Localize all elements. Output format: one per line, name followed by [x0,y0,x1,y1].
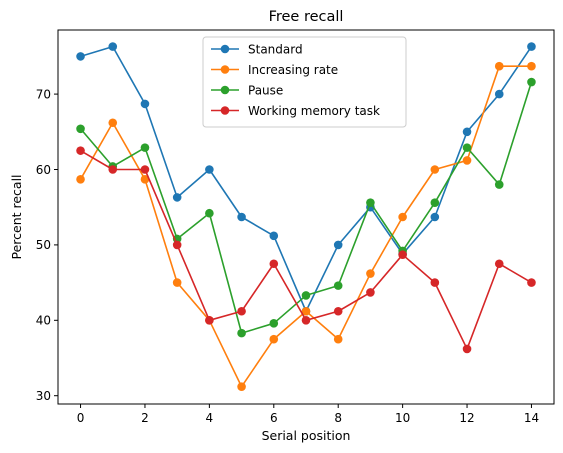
data-point [140,174,150,184]
series-working-memory-task [76,146,536,354]
data-point [462,156,472,165]
x-tick-label: 10 [395,411,410,425]
data-point [172,193,182,202]
data-point [205,316,214,325]
data-point [527,278,536,287]
chart-title: Free recall [269,9,344,25]
data-point [140,143,150,152]
legend-item: Standard [211,43,303,57]
data-point [462,127,472,137]
data-point [172,278,182,287]
data-point [333,281,343,290]
data-point [76,146,85,155]
data-point [430,198,440,207]
data-point [430,212,440,222]
y-axis-ticks: 30 40 50 60 70 [36,87,58,403]
legend-item: Increasing rate [211,63,338,77]
data-point [494,89,504,99]
data-point [366,269,375,278]
legend-box [202,36,407,128]
x-axis-label: Serial position [262,428,351,443]
data-point [140,99,150,109]
data-point [108,165,118,174]
x-tick-label: 12 [459,411,474,425]
data-point [205,165,214,174]
data-point [494,61,504,71]
data-point [237,212,246,222]
data-point [494,180,504,189]
x-tick-label: 0 [77,411,85,425]
series-pause [76,77,536,338]
data-point [172,240,182,250]
x-tick-label: 2 [141,411,149,425]
x-tick-label: 14 [524,411,539,425]
legend-label: Working memory task [248,104,380,118]
data-point [140,165,150,174]
data-point [462,143,472,152]
y-axis-label: Percent recall [9,174,24,259]
y-tick-label: 60 [36,163,51,177]
data-point [205,208,214,218]
data-point [301,306,311,316]
data-point [237,328,246,338]
y-tick-label: 70 [36,87,51,101]
data-point [333,334,343,344]
legend-marker [220,85,230,95]
x-tick-label: 4 [206,411,214,425]
data-point [527,61,536,71]
data-point [269,259,279,269]
x-axis-ticks: 0 2 4 6 8 10 12 14 [77,404,539,425]
data-point [76,174,85,184]
data-point [333,306,343,316]
legend-marker [220,65,230,74]
legend-item: Pause [211,84,283,98]
y-tick-label: 40 [36,314,51,328]
data-point [76,124,85,134]
legend-marker [220,106,230,115]
y-tick-label: 30 [36,389,51,403]
data-point [527,42,536,51]
data-point [237,306,246,316]
data-point [430,165,440,174]
data-point [398,250,407,260]
data-point [333,240,343,250]
data-point [366,198,375,207]
data-point [527,77,536,87]
legend-item: Working memory task [211,104,380,118]
legend-marker [220,44,230,54]
legend-label: Pause [248,84,283,98]
data-point [237,382,246,391]
data-point [494,259,504,269]
legend-label: Increasing rate [248,63,338,77]
data-point [398,212,407,222]
data-point [430,278,440,287]
data-point [76,52,85,61]
data-point [269,334,279,344]
data-point [301,316,311,325]
y-tick-label: 50 [36,238,51,252]
data-point [366,288,375,297]
data-point [462,344,472,354]
legend: Standard Increasing rate Pause Working memo… [202,36,407,128]
data-point [108,118,118,128]
x-tick-label: 6 [270,411,278,425]
data-point [269,231,279,241]
legend-label: Standard [248,43,303,57]
x-tick-label: 8 [334,411,342,425]
series-increasing-rate [76,61,536,391]
series-layer [76,42,536,391]
data-point [108,42,118,51]
plot-area-frame [57,29,555,405]
data-point [301,291,311,300]
data-point [269,319,279,328]
